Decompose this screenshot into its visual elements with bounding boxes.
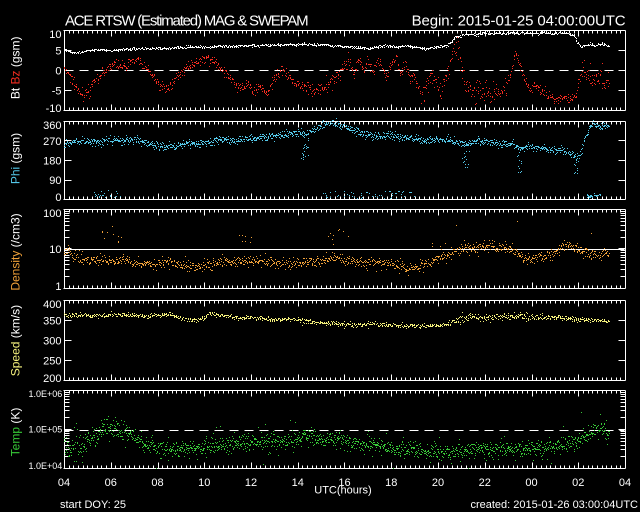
svg-text:04: 04 [619,477,631,489]
svg-text:20: 20 [432,477,444,489]
svg-text:10: 10 [49,244,61,256]
svg-text:02: 02 [572,477,584,489]
svg-text:100: 100 [43,208,61,220]
svg-text:18: 18 [385,477,397,489]
svg-text:10: 10 [49,29,61,41]
svg-text:400: 400 [43,299,61,311]
svg-text:22: 22 [479,477,491,489]
svg-text:start DOY: 25: start DOY: 25 [60,499,126,511]
svg-text:Begin: 2015-01-25 04:00:00UTC: Begin: 2015-01-25 04:00:00UTC [412,12,626,29]
svg-text:0: 0 [55,65,61,77]
svg-text:-5: -5 [52,85,62,97]
svg-text:1: 1 [55,281,61,293]
svg-text:-10: -10 [46,103,62,115]
svg-text:08: 08 [151,477,163,489]
svg-text:14: 14 [292,477,304,489]
svg-text:90: 90 [49,175,61,187]
svg-text:1.0E+06: 1.0E+06 [29,389,63,399]
svg-text:created: 2015-01-26 03:00:04UT: created: 2015-01-26 03:00:04UTC [470,499,638,511]
svg-text:16: 16 [338,477,350,489]
svg-text:250: 250 [43,355,61,367]
svg-text:0: 0 [55,192,61,204]
svg-text:00: 00 [525,477,537,489]
svg-text:ACE RTSW (Estimated) MAG & SWE: ACE RTSW (Estimated) MAG & SWEPAM [65,12,308,29]
svg-text:04: 04 [58,477,70,489]
svg-text:270: 270 [43,136,61,148]
svg-text:200: 200 [43,373,61,385]
svg-text:06: 06 [105,477,117,489]
svg-text:Speed (km/s): Speed (km/s) [9,305,23,376]
svg-text:1.0E+04: 1.0E+04 [29,461,63,471]
svg-text:Temp (K): Temp (K) [9,408,23,457]
svg-text:Phi (gsm): Phi (gsm) [9,133,23,184]
svg-text:Bt Bz (gsm): Bt Bz (gsm) [9,36,23,99]
svg-text:Density (/cm3): Density (/cm3) [9,213,23,290]
svg-text:360: 360 [43,120,61,132]
svg-text:300: 300 [43,335,61,347]
svg-text:180: 180 [43,155,61,167]
svg-text:12: 12 [245,477,257,489]
svg-text:UTC(hours): UTC(hours) [314,485,371,497]
svg-text:5: 5 [55,45,61,57]
svg-text:1.0E+05: 1.0E+05 [29,425,63,435]
svg-text:350: 350 [43,315,61,327]
svg-text:10: 10 [198,477,210,489]
